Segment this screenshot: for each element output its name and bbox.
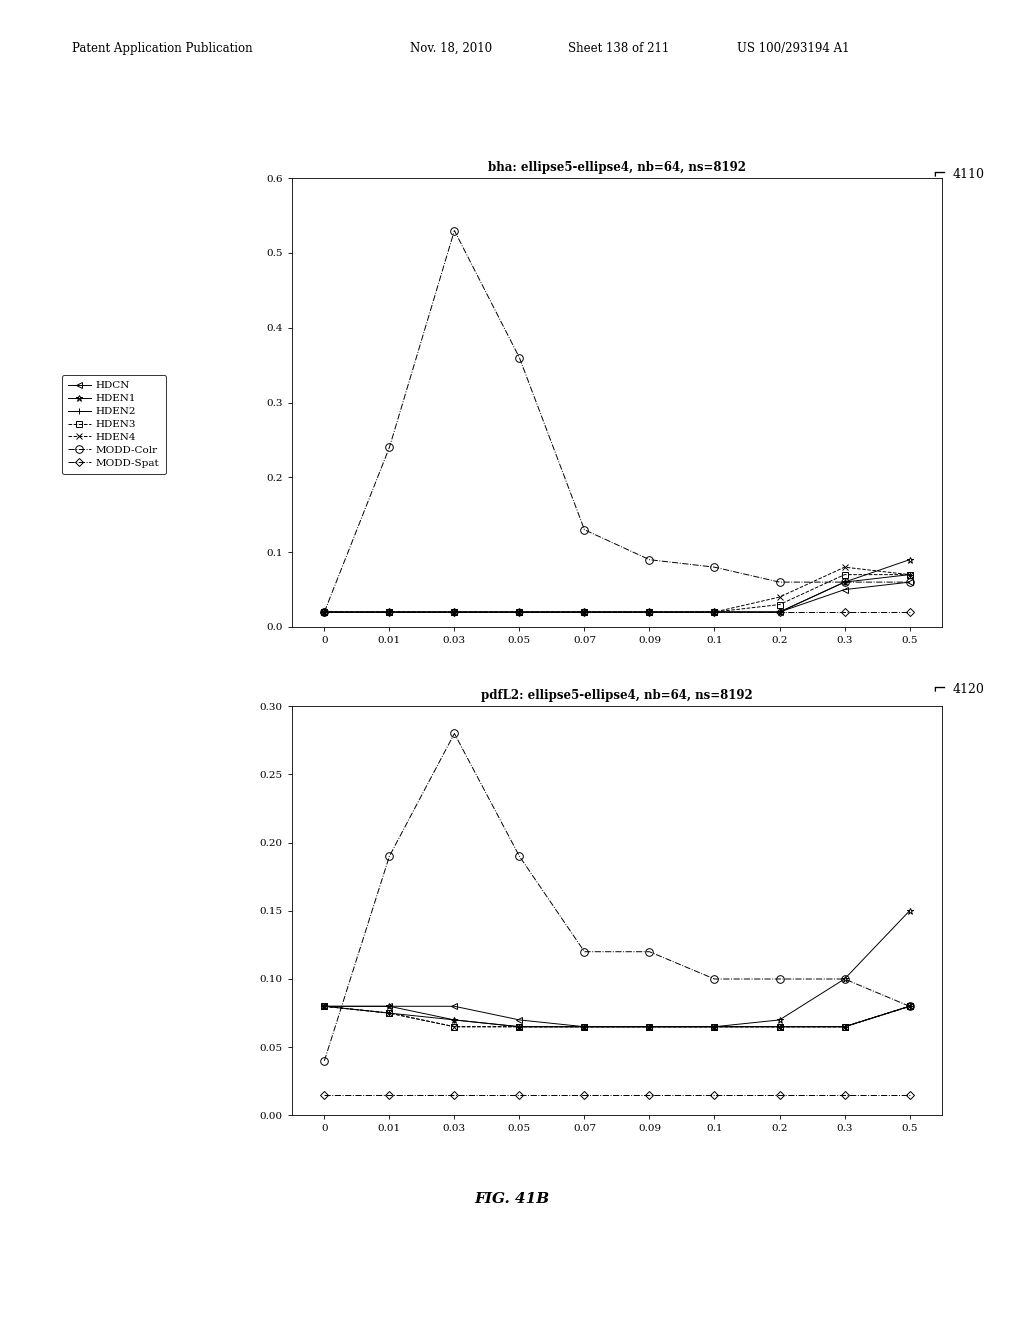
Text: US 100/293194 A1: US 100/293194 A1 [737, 42, 850, 55]
Legend: HDCN, HDEN1, HDEN2, HDEN3, HDEN4, MODD-Colr, MODD-Spat: HDCN, HDEN1, HDEN2, HDEN3, HDEN4, MODD-C… [61, 375, 166, 474]
Text: Nov. 18, 2010: Nov. 18, 2010 [410, 42, 492, 55]
Text: ⌐: ⌐ [932, 166, 946, 182]
Text: Patent Application Publication: Patent Application Publication [72, 42, 252, 55]
Text: 4120: 4120 [952, 682, 984, 696]
Title: bha: ellipse5-ellipse4, nb=64, ns=8192: bha: ellipse5-ellipse4, nb=64, ns=8192 [488, 161, 745, 174]
Text: 4110: 4110 [952, 168, 984, 181]
Text: ⌐: ⌐ [932, 681, 946, 697]
Text: FIG. 41B: FIG. 41B [474, 1192, 550, 1205]
Text: Sheet 138 of 211: Sheet 138 of 211 [568, 42, 670, 55]
Title: pdfL2: ellipse5-ellipse4, nb=64, ns=8192: pdfL2: ellipse5-ellipse4, nb=64, ns=8192 [481, 689, 753, 702]
